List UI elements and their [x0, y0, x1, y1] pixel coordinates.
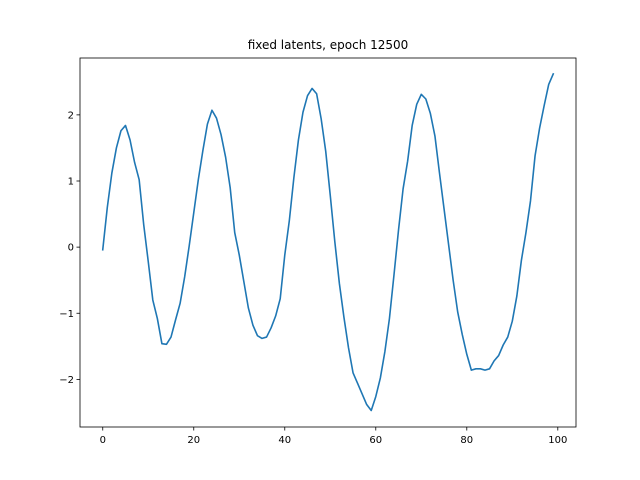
y-tick-label: 2	[68, 110, 74, 121]
x-tick-label: 0	[100, 435, 106, 446]
y-tick-label: 0	[68, 243, 74, 254]
y-tick-label: −2	[59, 375, 74, 386]
series-line	[101, 72, 555, 412]
chart-title: fixed latents, epoch 12500	[248, 38, 409, 52]
x-tick-label: 80	[460, 435, 473, 446]
plot-area	[101, 72, 555, 412]
x-tick-label: 40	[278, 435, 291, 446]
x-tick-label: 60	[369, 435, 382, 446]
y-tick-label: −1	[59, 309, 74, 320]
x-tick-label: 20	[187, 435, 200, 446]
x-tick-label: 100	[548, 435, 567, 446]
y-tick-label: 1	[68, 177, 74, 188]
axes-frame	[79, 57, 577, 428]
axis-ticks: 0 20 40 60 80 100 2 1 0 −1 −2	[59, 110, 567, 446]
